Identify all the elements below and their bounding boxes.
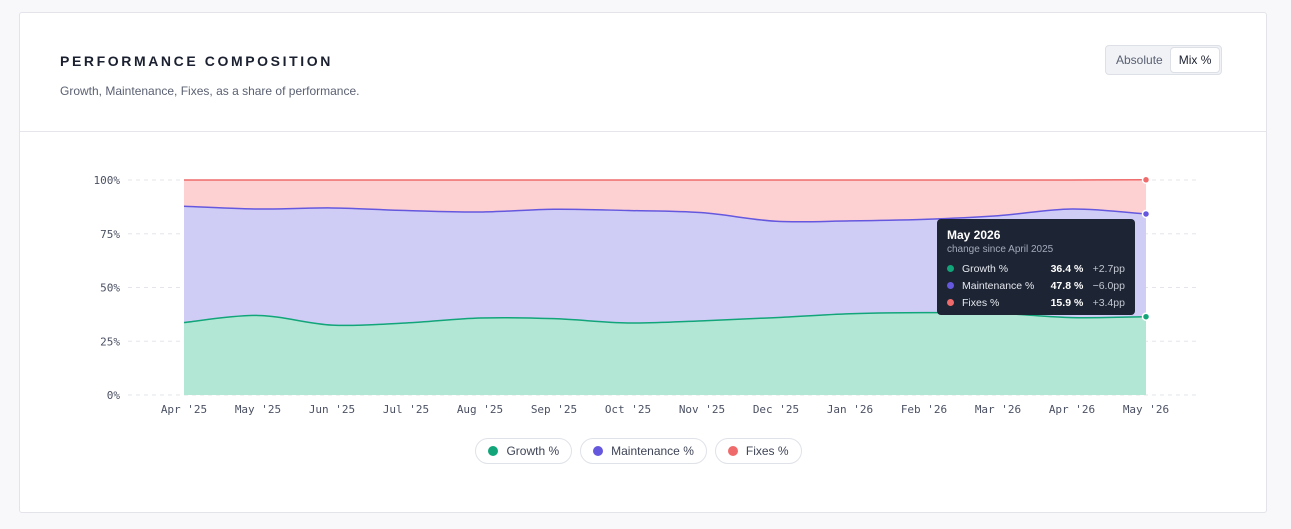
x-axis: Apr '25 May '25 Jun '25 Jul '25 Aug '25 … <box>161 403 1169 416</box>
fixes-dot-icon <box>947 299 954 306</box>
absolute-toggle-button[interactable]: Absolute <box>1116 53 1163 67</box>
growth-dot-icon <box>947 265 954 272</box>
tooltip-row-growth: Growth % 36.4 % +2.7pp <box>947 260 1125 277</box>
legend-label: Fixes % <box>745 444 789 458</box>
tooltip-delta: +2.7pp <box>1092 262 1125 275</box>
card-subtitle: Growth, Maintenance, Fixes, as a share o… <box>60 84 360 98</box>
y-tick-label: 25% <box>100 335 120 348</box>
maintenance-dot-icon <box>593 446 604 456</box>
legend-item-maintenance[interactable]: Maintenance % <box>580 438 707 464</box>
tooltip-series-name: Maintenance % <box>962 279 1035 292</box>
x-tick-label: Dec '25 <box>753 403 799 416</box>
legend-item-fixes[interactable]: Fixes % <box>714 438 802 464</box>
x-tick-label: Jun '25 <box>309 403 355 416</box>
x-tick-label: Oct '25 <box>605 403 651 416</box>
tooltip-title: May 2026 <box>947 228 1001 242</box>
y-tick-label: 0% <box>107 389 121 402</box>
y-tick-label: 100% <box>94 174 121 187</box>
y-axis: 0% 25% 50% 75% 100% <box>94 174 121 402</box>
x-tick-label: Jan '26 <box>827 403 873 416</box>
maintenance-point <box>1141 209 1151 219</box>
tooltip-value: 36.4 % <box>1050 262 1084 275</box>
x-tick-label: Feb '26 <box>901 403 947 416</box>
tooltip-row-maintenance: Maintenance % 47.8 % −6.0pp <box>947 277 1125 294</box>
x-tick-label: Jul '25 <box>383 403 429 416</box>
maintenance-dot-icon <box>947 282 954 289</box>
chart-areas <box>184 179 1146 395</box>
x-tick-label: Mar '26 <box>975 403 1021 416</box>
tooltip-value: 15.9 % <box>1050 296 1084 309</box>
hover-markers <box>1141 175 1151 321</box>
growth-dot-icon <box>488 446 499 456</box>
fixes-area <box>184 179 1146 222</box>
growth-point <box>1141 312 1151 321</box>
x-tick-label: Nov '25 <box>679 403 725 416</box>
y-tick-label: 50% <box>100 282 120 295</box>
mix-percent-toggle-button[interactable]: Mix % <box>1170 48 1220 72</box>
growth-area <box>184 312 1146 395</box>
tooltip-series-name: Growth % <box>962 262 1009 275</box>
legend-item-growth[interactable]: Growth % <box>475 438 573 464</box>
x-tick-label: May '25 <box>235 403 281 416</box>
fixes-dot-icon <box>727 446 738 456</box>
tooltip-subtitle: change since April 2025 <box>947 244 1054 255</box>
legend-label: Growth % <box>506 444 560 458</box>
tooltip-series-name: Fixes % <box>962 296 1000 309</box>
card-header: PERFORMANCE COMPOSITION Growth, Maintena… <box>20 13 1266 132</box>
view-mode-toggle: Absolute Mix % <box>1105 45 1223 75</box>
x-tick-label: Aug '25 <box>457 403 503 416</box>
maintenance-line <box>183 205 1147 223</box>
tooltip-row-fixes: Fixes % 15.9 % +3.4pp <box>947 294 1125 311</box>
chart-tooltip: May 2026 change since April 2025 Growth … <box>937 219 1135 315</box>
legend-label: Maintenance % <box>611 444 694 458</box>
fixes-point <box>1141 175 1151 185</box>
x-tick-label: May '26 <box>1123 403 1169 416</box>
maintenance-area <box>184 206 1146 326</box>
x-tick-label: Apr '25 <box>161 403 207 416</box>
card-title: PERFORMANCE COMPOSITION <box>60 53 333 69</box>
y-tick-label: 75% <box>100 228 120 241</box>
x-tick-label: Apr '26 <box>1049 403 1095 416</box>
tooltip-delta: −6.0pp <box>1092 279 1125 292</box>
chart-legend: Growth % Maintenance % Fixes % <box>0 438 1291 464</box>
x-tick-label: Sep '25 <box>531 403 577 416</box>
tooltip-value: 47.8 % <box>1050 279 1084 292</box>
tooltip-delta: +3.4pp <box>1092 296 1125 309</box>
